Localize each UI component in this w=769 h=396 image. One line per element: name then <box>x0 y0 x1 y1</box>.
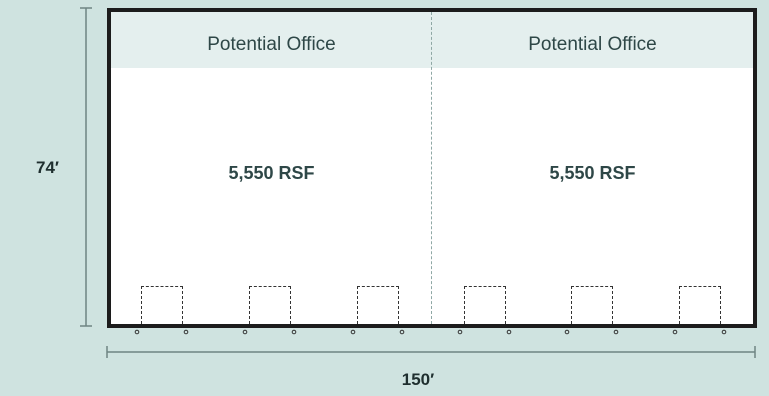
hinge-marker <box>564 329 570 335</box>
hinge-marker <box>242 329 248 335</box>
office-header-band <box>111 12 753 68</box>
hinge-marker <box>721 329 727 335</box>
door-hinge-markers <box>134 329 727 335</box>
loading-door <box>141 286 183 324</box>
height-dimension-label: 74′ <box>36 158 59 177</box>
loading-door <box>357 286 399 324</box>
hinge-marker <box>350 329 356 335</box>
office-label-left: Potential Office <box>207 34 336 55</box>
hinge-marker <box>672 329 678 335</box>
loading-door <box>249 286 291 324</box>
width-dimension-label: 150′ <box>401 370 435 389</box>
hinge-marker <box>399 329 405 335</box>
building-outline: Potential Office Potential Office 5,550 … <box>107 8 757 328</box>
loading-door <box>464 286 506 324</box>
hinge-marker <box>506 329 512 335</box>
hinge-marker <box>134 329 140 335</box>
area-label-left: 5,550 RSF <box>228 163 315 183</box>
hinge-marker <box>457 329 463 335</box>
area-label-right: 5,550 RSF <box>549 163 636 183</box>
hinge-marker <box>183 329 189 335</box>
hinge-marker <box>291 329 297 335</box>
hinge-marker <box>613 329 619 335</box>
suite-divider <box>431 12 432 324</box>
loading-door <box>679 286 721 324</box>
loading-door <box>571 286 613 324</box>
office-label-right: Potential Office <box>528 34 657 55</box>
